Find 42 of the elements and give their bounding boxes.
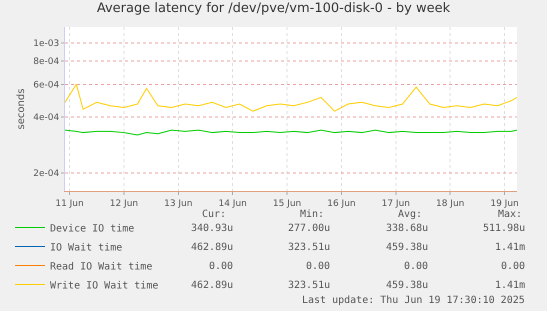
text: 1.41m xyxy=(495,280,526,291)
text: 338.68u xyxy=(386,223,428,234)
x-tick-label: 15 Jun xyxy=(272,198,302,209)
x-tick-label: 19 Jun xyxy=(490,198,519,209)
text: 0.00 xyxy=(501,261,526,272)
x-tick-label: 17 Jun xyxy=(382,198,410,209)
y-axis-title: seconds xyxy=(16,88,28,130)
y-tick-label: 1e-03 xyxy=(33,39,60,50)
text: 459.38u xyxy=(386,280,428,291)
text: 340.93u xyxy=(191,223,234,234)
text: Min: xyxy=(300,209,324,220)
x-tick-label: 13 Jun xyxy=(164,198,192,209)
legend-label: Write IO Wait time xyxy=(50,280,158,292)
chart-title: Average latency for /dev/pve/vm-100-disk-0 - by week xyxy=(96,1,451,16)
text: 323.51u xyxy=(288,280,330,291)
x-tick-label: 11 Jun xyxy=(55,198,84,209)
text: 1.41m xyxy=(495,242,526,253)
y-tick-label: 2e-04 xyxy=(33,169,60,180)
text: Cur: xyxy=(202,209,226,220)
y-tick-label: 4e-04 xyxy=(33,113,60,124)
text: 0.00 xyxy=(209,261,234,272)
x-tick-label: 18 Jun xyxy=(436,198,464,209)
x-tick-label: 16 Jun xyxy=(327,198,356,209)
line-series xyxy=(65,84,517,112)
text: 0.00 xyxy=(404,261,428,272)
text: Avg: xyxy=(398,209,422,220)
text: 462.89u xyxy=(191,242,234,253)
x-tick-label: 12 Jun xyxy=(110,198,138,209)
y-tick-label: 6e-04 xyxy=(33,80,60,90)
text: Max: xyxy=(498,209,522,220)
text: Last update: Thu Jun 19 17:30:10 2025 xyxy=(302,295,525,306)
legend-label: Read IO Wait time xyxy=(50,261,152,272)
legend-label: IO Wait time xyxy=(50,242,122,254)
x-tick-label: 14 Jun xyxy=(218,198,247,209)
text: 462.89u xyxy=(191,280,234,291)
y-tick-label: 8e-04 xyxy=(33,57,60,68)
text: 459.38u xyxy=(386,242,428,253)
text: 277.00u xyxy=(288,223,330,234)
legend-label: Device IO time xyxy=(50,223,134,234)
text: 0.00 xyxy=(306,261,330,272)
text: 511.98u xyxy=(483,223,526,234)
text: 323.51u xyxy=(288,242,330,253)
